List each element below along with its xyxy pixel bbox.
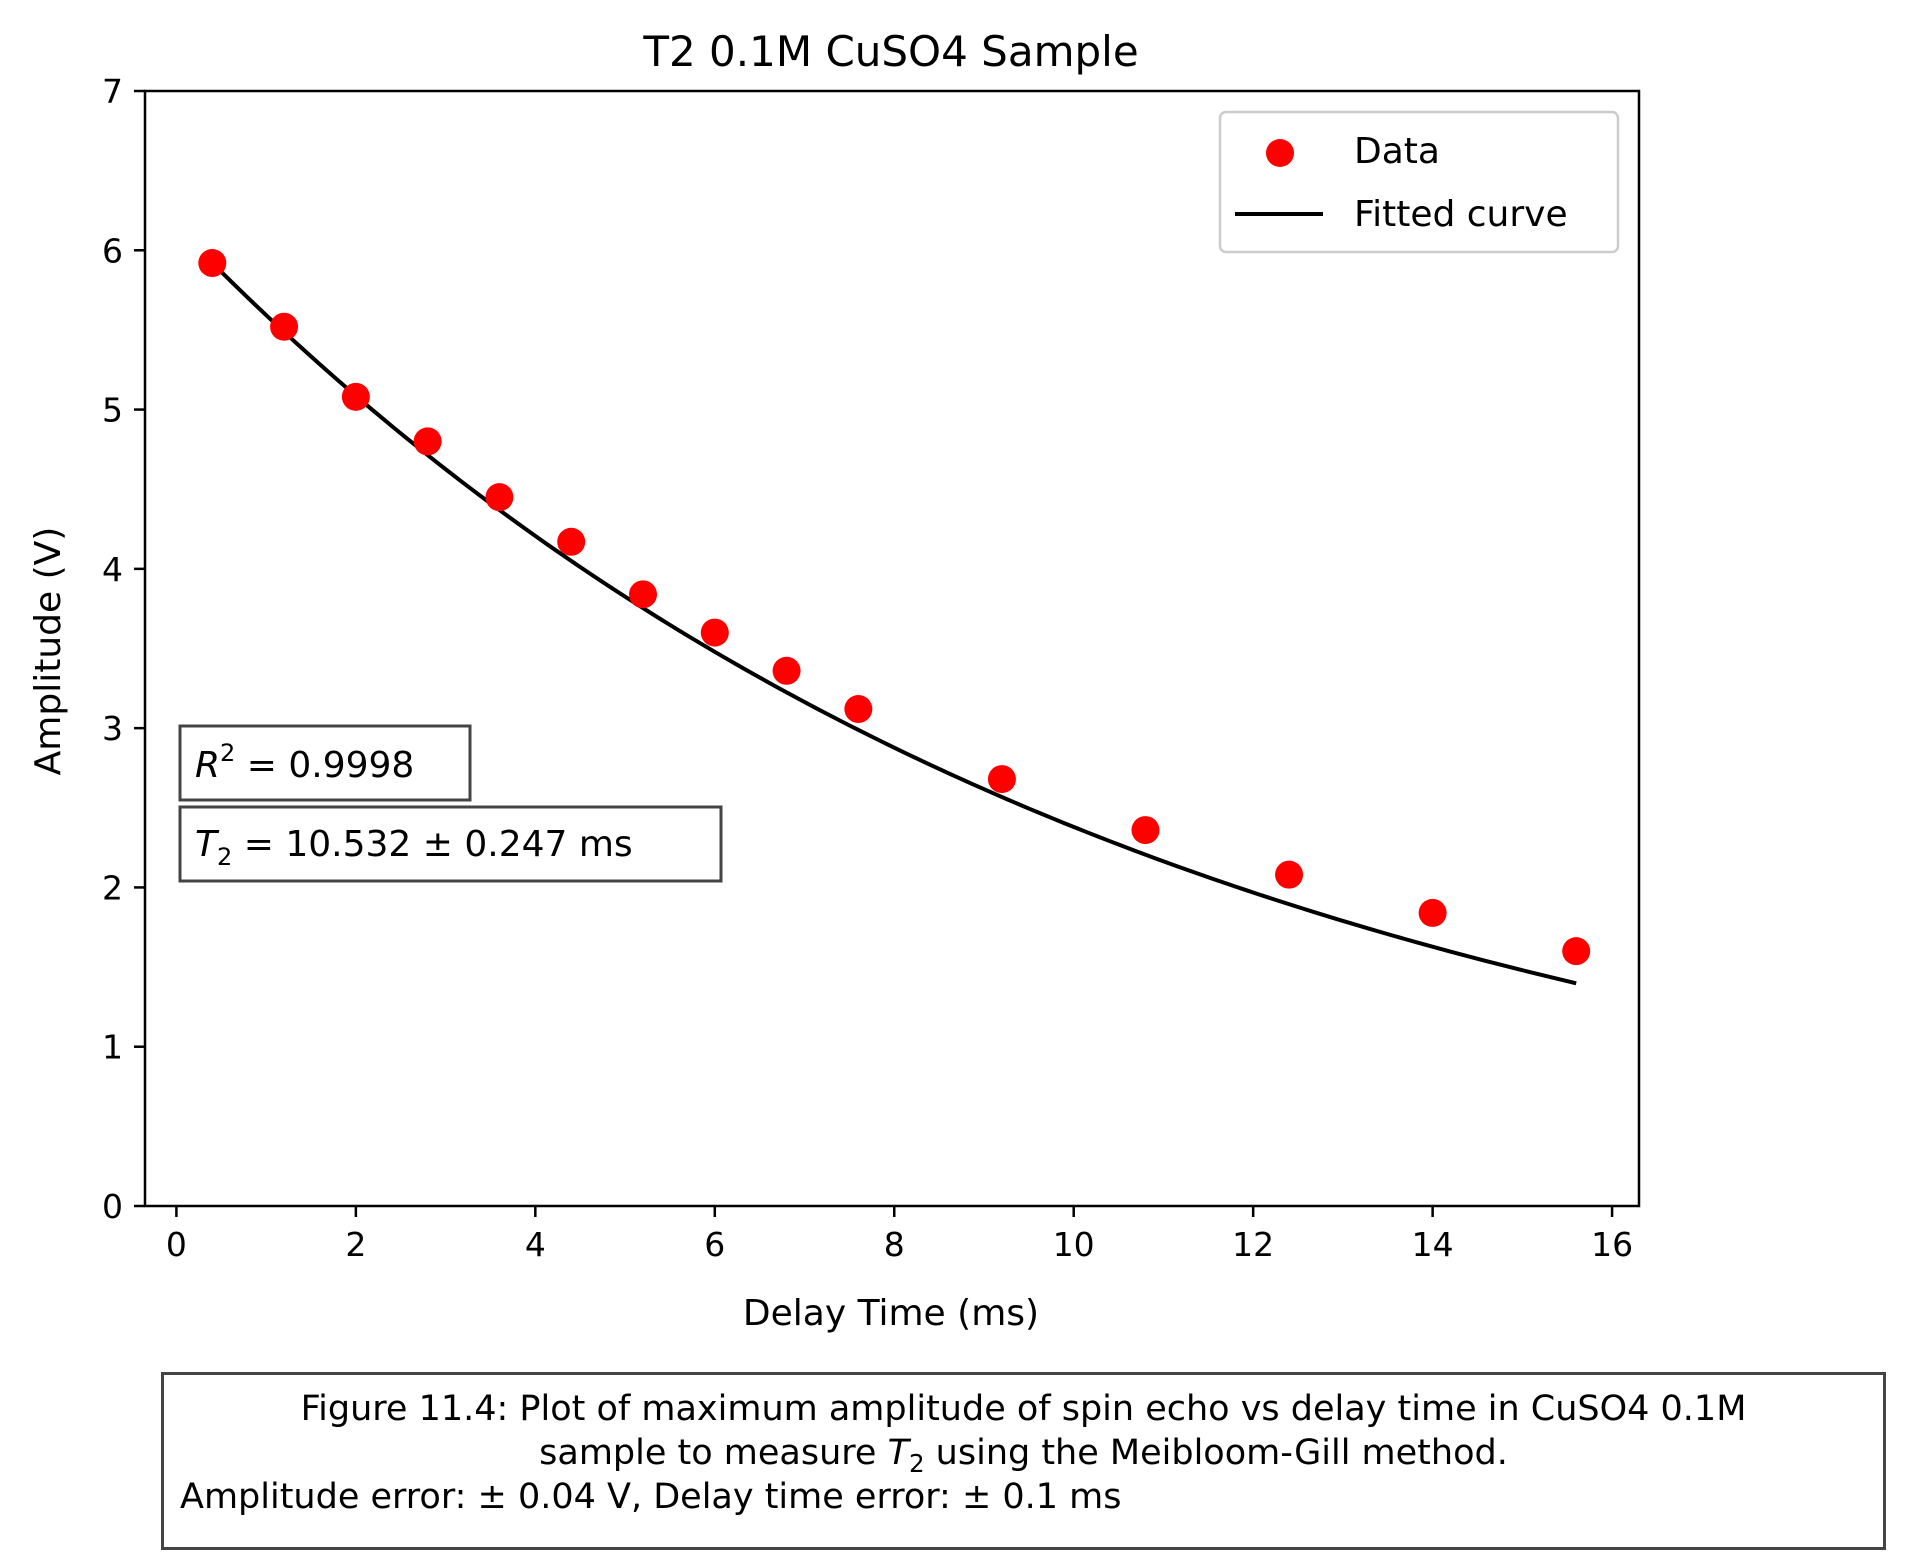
data-point <box>485 483 514 512</box>
x-tick-label: 12 <box>1232 1225 1274 1264</box>
x-tick-label: 6 <box>704 1225 725 1264</box>
r2-box <box>178 724 472 802</box>
y-tick-label: 1 <box>102 1028 123 1067</box>
x-tick-label: 14 <box>1412 1225 1454 1264</box>
data-point <box>341 382 370 411</box>
r2-text: R2 = 0.9998 <box>195 739 414 786</box>
caption-line-1: Figure 11.4: Plot of maximum amplitude o… <box>300 1389 1747 1429</box>
legend-box <box>1218 110 1620 254</box>
data-point <box>1418 898 1447 927</box>
legend: Data Fitted curve <box>1218 110 1620 254</box>
data-point <box>629 580 657 609</box>
legend-data-marker <box>1266 139 1294 167</box>
data-point <box>844 695 873 724</box>
x-tick-label: 8 <box>884 1225 905 1264</box>
caption-line-3: Amplitude error: ± 0.04 V, Delay time er… <box>180 1477 1122 1517</box>
data-point <box>270 312 299 341</box>
x-tick-label: 16 <box>1591 1225 1633 1264</box>
data-point <box>557 527 586 556</box>
plot-area-frame <box>143 89 1641 1208</box>
x-tick-label: 2 <box>345 1225 366 1264</box>
chart-title: T2 0.1M CuSO4 Sample <box>642 27 1138 76</box>
legend-entry-fitted-curve: Fitted curve <box>1354 194 1568 235</box>
t2-box <box>178 805 723 883</box>
data-point <box>1131 816 1160 845</box>
chart: T2 0.1M CuSO4 Sample 0 2 4 6 8 10 12 14 16 01234… <box>28 27 1641 1334</box>
caption-line-2: sample to measure T2 using the Meibloom-… <box>539 1433 1508 1478</box>
data-point <box>413 427 442 456</box>
r2-annotation: R2 = 0.9998 <box>178 724 472 802</box>
data-point <box>1562 937 1591 966</box>
data-points <box>198 249 1591 966</box>
figure-caption: Figure 11.4: Plot of maximum amplitude o… <box>161 1372 1886 1550</box>
x-axis: 0 2 4 6 8 10 12 14 16 <box>166 1206 1633 1264</box>
t2-annotation: T2 = 10.532 ± 0.247 ms <box>178 805 723 883</box>
t2-text: T2 = 10.532 ± 0.247 ms <box>195 824 633 871</box>
data-point <box>772 656 801 685</box>
x-axis-label: Delay Time (ms) <box>743 1293 1039 1334</box>
legend-entry-data: Data <box>1354 131 1440 172</box>
y-axis-label: Amplitude (V) <box>28 527 69 776</box>
y-axis: 0 1 2 3 4 5 6 7 <box>102 72 145 1226</box>
y-tick-label: 2 <box>102 868 123 907</box>
data-point <box>987 765 1016 794</box>
y-tick-label: 7 <box>102 72 123 111</box>
data-point <box>1275 860 1304 889</box>
y-tick-label: 5 <box>102 391 123 430</box>
y-tick-label: 6 <box>102 231 123 270</box>
fitted-curve-line <box>210 261 1577 986</box>
y-tick-label: 0 <box>102 1187 123 1226</box>
x-tick-label: 10 <box>1053 1225 1095 1264</box>
y-tick-label: 4 <box>102 550 123 589</box>
x-tick-label: 4 <box>525 1225 546 1264</box>
data-point <box>700 618 729 647</box>
x-tick-label: 0 <box>166 1225 187 1264</box>
data-point <box>198 249 227 278</box>
y-tick-label: 3 <box>102 709 123 748</box>
